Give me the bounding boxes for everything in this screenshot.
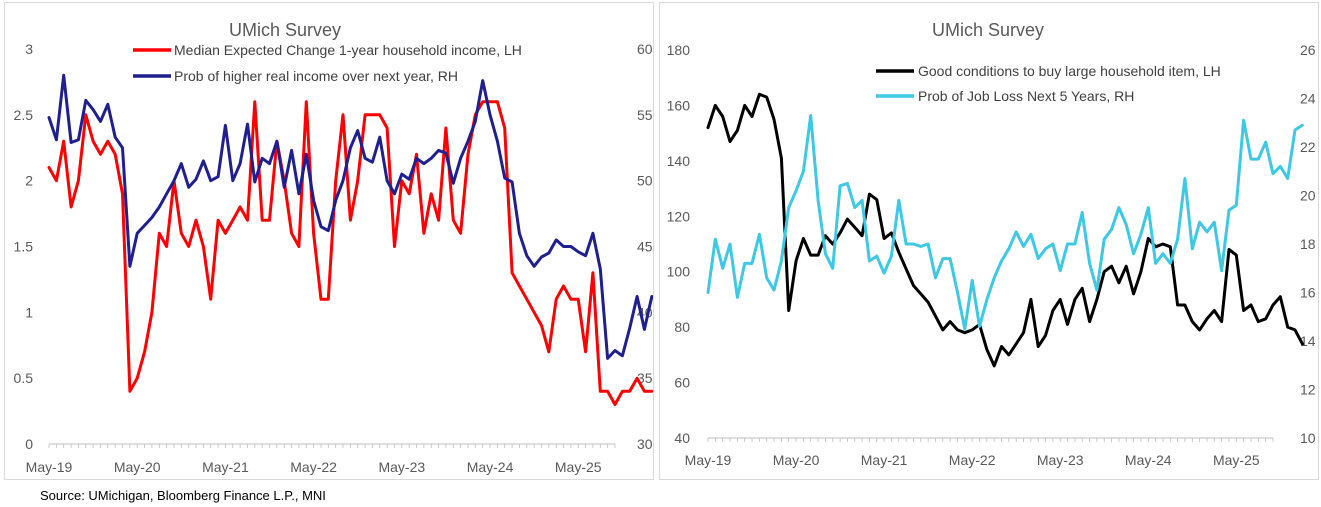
legend-label-1: Median Expected Change 1-year household … xyxy=(174,42,522,58)
chart-panel-right: UMich Survey 40 60 80 100 120 140 160 180 10 12 14 1… xyxy=(659,2,1319,480)
source-note: Source: UMichigan, Bloomberg Finance L.P… xyxy=(40,488,326,503)
chart-title: UMich Survey xyxy=(932,20,1044,40)
legend-label-2: Prob of higher real income over next yea… xyxy=(174,68,458,84)
x-axis-tick-label: May-24 xyxy=(467,459,514,475)
legend-label-1: Good conditions to buy large household i… xyxy=(918,63,1221,79)
x-axis-tick-label: May-19 xyxy=(26,459,73,475)
right-axis-tick-label: 16 xyxy=(1300,285,1316,301)
left-axis-tick-label: 40 xyxy=(674,430,690,446)
left-axis-tick-label: 3 xyxy=(25,41,33,57)
chart-title: UMich Survey xyxy=(229,20,341,40)
right-axis-tick-label: 12 xyxy=(1300,382,1316,398)
right-axis-tick-label: 22 xyxy=(1300,139,1316,155)
series-line-2 xyxy=(706,114,1304,331)
chart-left: UMich Survey00.511.522.5330354045505560M… xyxy=(14,20,653,475)
right-axis-tick-label: 18 xyxy=(1300,236,1316,252)
left-axis-tick-label: 2 xyxy=(25,173,33,189)
x-axis-tick-label: May-23 xyxy=(378,459,425,475)
right-axis-tick-label: 45 xyxy=(637,239,653,255)
right-axis-tick-label: 55 xyxy=(637,107,653,123)
chart-panel-left: UMich Survey 0 0.5 1 1.5 2 2.5 3 30 35 40 45 50 55 60 M… xyxy=(4,2,654,480)
left-axis-tick-label: 100 xyxy=(667,264,691,280)
left-axis-tick-label: 0.5 xyxy=(14,370,34,386)
left-axis-tick-label: 60 xyxy=(674,375,690,391)
x-axis-tick-label: May-25 xyxy=(555,459,602,475)
x-axis-tick-label: May-24 xyxy=(1125,452,1172,468)
x-axis-tick-label: May-25 xyxy=(1213,452,1260,468)
left-axis-tick-label: 2.5 xyxy=(14,107,34,123)
legend-label-2: Prob of Job Loss Next 5 Years, RH xyxy=(918,88,1134,104)
series-line-2 xyxy=(47,73,653,360)
chart-right: UMich Survey 40 60 80 100 120 140 160 180 10 12 14 1… xyxy=(667,20,1316,468)
right-axis-tick-label: 30 xyxy=(637,436,653,452)
x-axis-tick-label: May-20 xyxy=(114,459,161,475)
x-axis-tick-label: May-19 xyxy=(685,452,732,468)
right-axis-tick-label: 24 xyxy=(1300,91,1316,107)
x-axis-tick-label: May-22 xyxy=(949,452,996,468)
left-axis-tick-label: 160 xyxy=(667,97,691,113)
left-axis-tick-label: 120 xyxy=(667,208,691,224)
right-axis-tick-label: 60 xyxy=(637,41,653,57)
x-axis-tick-label: May-21 xyxy=(202,459,249,475)
left-axis-tick-label: 1.5 xyxy=(14,239,34,255)
left-axis-tick-label: 80 xyxy=(674,319,690,335)
left-axis-tick-label: 180 xyxy=(667,42,691,58)
right-axis-tick-label: 50 xyxy=(637,173,653,189)
x-axis-tick-label: May-21 xyxy=(861,452,908,468)
x-axis-tick-label: May-22 xyxy=(290,459,337,475)
left-axis-tick-label: 140 xyxy=(667,153,691,169)
left-axis-tick-label: 0 xyxy=(25,436,33,452)
right-axis-tick-label: 20 xyxy=(1300,188,1316,204)
right-axis-tick-label: 26 xyxy=(1300,42,1316,58)
right-axis-tick-label: 14 xyxy=(1300,333,1316,349)
x-axis-tick-label: May-20 xyxy=(773,452,820,468)
series-line-1 xyxy=(706,92,1304,368)
left-axis-tick-label: 1 xyxy=(25,304,33,320)
x-axis-tick-label: May-23 xyxy=(1037,452,1084,468)
right-axis-tick-label: 10 xyxy=(1300,430,1316,446)
series-line-1 xyxy=(47,100,653,406)
